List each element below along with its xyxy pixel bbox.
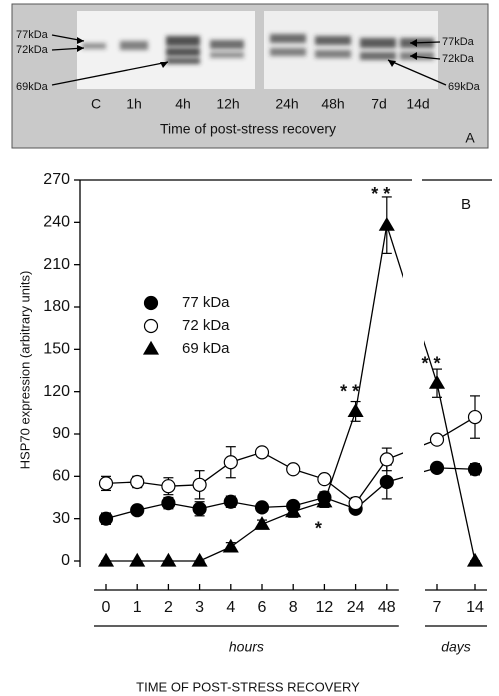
x-axis-label: TIME OF POST-STRESS RECOVERY	[136, 679, 360, 694]
data-point	[129, 552, 146, 567]
data-point	[348, 496, 363, 511]
x-tick-label: 7	[433, 599, 442, 616]
label-right: 72kDa	[442, 53, 475, 65]
data-point	[378, 216, 395, 231]
y-axis-label: HSP70 expression (arbitrary units)	[17, 271, 32, 470]
data-point	[254, 500, 270, 515]
data-point	[467, 462, 483, 477]
label-left: 72kDa	[16, 44, 49, 56]
lane-label: C	[91, 96, 101, 112]
group-label: days	[441, 639, 471, 655]
legend-label: 69 kDa	[182, 340, 230, 357]
annotation: * *	[421, 353, 440, 373]
panel-letter: B	[461, 196, 471, 213]
y-tick-label: 180	[43, 298, 70, 315]
data-point	[285, 503, 302, 518]
lane-label: 12h	[216, 96, 239, 112]
label-right: 69kDa	[448, 81, 481, 93]
data-point	[97, 552, 115, 567]
lane-label: 14d	[406, 96, 429, 112]
series-line	[106, 224, 476, 562]
data-point	[191, 552, 208, 567]
x-tick-label: 24	[347, 599, 365, 616]
lane-label: 1h	[126, 96, 142, 112]
data-point	[130, 474, 145, 490]
data-point	[466, 552, 484, 567]
x-tick-label: 12	[316, 599, 334, 616]
x-tick-label: 6	[258, 599, 267, 616]
x-tick-label: 2	[164, 599, 173, 616]
data-point	[192, 501, 207, 516]
lane-label: 4h	[175, 96, 191, 112]
x-tick-label: 4	[226, 599, 235, 616]
label-left: 77kDa	[16, 29, 49, 41]
y-tick-label: 150	[43, 341, 70, 358]
lane-label: 7d	[371, 96, 387, 112]
label-left: 69kDa	[16, 81, 49, 93]
data-point	[317, 472, 332, 487]
data-point	[223, 455, 238, 470]
data-point	[316, 493, 333, 508]
x-tick-label: 3	[195, 599, 204, 616]
legend-marker	[142, 340, 160, 355]
y-tick-label: 240	[43, 214, 70, 231]
x-tick-label: 1	[133, 599, 142, 616]
annotation: *	[315, 518, 322, 538]
data-point	[130, 503, 145, 518]
data-point	[223, 494, 238, 509]
points	[97, 196, 484, 567]
lane-label: 48h	[321, 96, 344, 112]
data-point	[160, 552, 177, 567]
x-tick-label: 14	[466, 599, 484, 616]
data-point	[222, 538, 239, 553]
y-tick-label: 120	[43, 383, 70, 400]
data-point	[161, 496, 176, 511]
data-point	[254, 445, 270, 460]
y-tick-label: 60	[52, 468, 70, 485]
data-point	[286, 462, 301, 477]
data-point	[379, 452, 394, 467]
legend-marker	[143, 318, 159, 334]
label-right: 77kDa	[442, 36, 475, 48]
legend-marker	[143, 295, 159, 311]
data-point	[429, 432, 445, 447]
data-point	[467, 409, 483, 425]
data-point	[98, 476, 114, 491]
data-point	[379, 474, 394, 490]
legend-label: 72 kDa	[182, 317, 230, 334]
legend-label: 77 kDa	[182, 294, 230, 311]
data-point	[347, 403, 364, 418]
y-tick-label: 0	[61, 552, 70, 569]
lane-label: 24h	[275, 96, 298, 112]
data-point	[161, 479, 176, 494]
annotation: * *	[340, 382, 359, 402]
data-point	[429, 460, 445, 475]
data-point	[253, 516, 271, 530]
y-tick-label: 270	[43, 171, 70, 188]
y-tick-label: 90	[52, 425, 70, 442]
x-tick-label: 0	[102, 599, 111, 616]
axis-break	[403, 183, 424, 584]
x-tick-label: 8	[289, 599, 298, 616]
annotation: * *	[371, 184, 390, 204]
x-tick-label: 48	[378, 599, 396, 616]
data-point	[428, 375, 446, 389]
data-point	[98, 511, 114, 526]
y-tick-label: 30	[52, 510, 70, 527]
data-point	[192, 477, 207, 492]
y-tick-label: 210	[43, 256, 70, 273]
panel-a-letter: A	[465, 130, 475, 146]
group-label: hours	[229, 639, 264, 655]
arrowheads	[77, 37, 417, 68]
panel-a-caption: Time of post-stress recovery	[160, 121, 336, 137]
